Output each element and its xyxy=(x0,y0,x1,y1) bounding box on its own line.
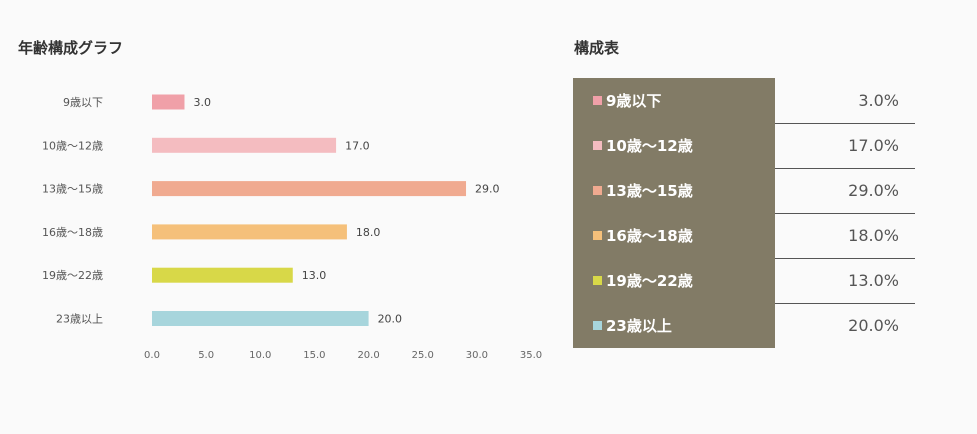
bar xyxy=(152,137,337,153)
x-tick-label: 15.0 xyxy=(303,350,325,361)
x-tick-label: 20.0 xyxy=(357,350,379,361)
row-label: 19歳～22歳 xyxy=(606,272,693,290)
color-swatch xyxy=(593,321,602,330)
table-row: 9歳以下 3.0% xyxy=(573,78,915,124)
bar xyxy=(152,181,467,197)
bar xyxy=(152,267,293,283)
category-label: 19歳～22歳 xyxy=(42,269,103,282)
color-swatch xyxy=(593,186,602,195)
row-value: 18.0% xyxy=(775,213,915,259)
bar xyxy=(152,311,369,326)
row-label: 23歳以上 xyxy=(606,317,672,335)
row-label-cell: 10歳～12歳 xyxy=(573,123,775,168)
data-label: 17.0 xyxy=(345,139,370,152)
table-title: 構成表 xyxy=(574,39,620,57)
data-label: 29.0 xyxy=(475,183,500,196)
x-tick-label: 30.0 xyxy=(466,350,488,361)
row-label-cell: 9歳以下 xyxy=(573,78,775,123)
row-label: 10歳～12歳 xyxy=(606,137,693,155)
row-label: 16歳～18歳 xyxy=(606,227,693,245)
x-tick-label: 10.0 xyxy=(249,350,271,361)
row-value: 20.0% xyxy=(775,303,915,348)
row-label-cell: 16歳～18歳 xyxy=(573,213,775,258)
data-label: 18.0 xyxy=(356,226,381,239)
table-row: 23歳以上 20.0% xyxy=(573,303,915,348)
category-label: 23歳以上 xyxy=(56,313,103,326)
color-swatch xyxy=(593,96,602,105)
category-label: 9歳以下 xyxy=(63,96,103,109)
x-tick-label: 35.0 xyxy=(520,350,542,361)
row-label-cell: 13歳～15歳 xyxy=(573,168,775,213)
chart-title: 年齢構成グラフ xyxy=(18,39,124,57)
row-value: 17.0% xyxy=(775,123,915,169)
x-tick-label: 25.0 xyxy=(412,350,434,361)
color-swatch xyxy=(593,276,602,285)
row-value: 29.0% xyxy=(775,168,915,214)
category-label: 13歳～15歳 xyxy=(42,183,103,196)
bar xyxy=(152,94,185,110)
row-value: 13.0% xyxy=(775,258,915,304)
table-row: 10歳～12歳 17.0% xyxy=(573,123,915,169)
bar xyxy=(152,224,347,240)
row-label: 13歳～15歳 xyxy=(606,182,693,200)
table-row: 16歳～18歳 18.0% xyxy=(573,213,915,259)
data-label: 3.0 xyxy=(193,96,211,109)
table-row: 13歳～15歳 29.0% xyxy=(573,168,915,214)
category-label: 16歳～18歳 xyxy=(42,226,103,239)
x-tick-label: 0.0 xyxy=(144,350,160,361)
bar-chart: 9歳以下 3.0 10歳～12歳 17.0 13歳～15歳 29.0 16歳～18歳 18.0… xyxy=(42,94,542,361)
table-row: 19歳～22歳 13.0% xyxy=(573,258,915,304)
color-swatch xyxy=(593,141,602,150)
row-value: 3.0% xyxy=(775,78,915,124)
row-label: 9歳以下 xyxy=(606,92,662,110)
x-tick-label: 5.0 xyxy=(198,350,214,361)
composition-table: 9歳以下 3.0% 10歳～12歳 17.0% 13歳～15歳 29.0% 16… xyxy=(573,78,915,348)
row-label-cell: 19歳～22歳 xyxy=(573,258,775,303)
row-label-cell: 23歳以上 xyxy=(573,303,775,348)
category-label: 10歳～12歳 xyxy=(42,139,103,152)
color-swatch xyxy=(593,231,602,240)
data-label: 13.0 xyxy=(302,269,327,282)
data-label: 20.0 xyxy=(378,313,403,326)
